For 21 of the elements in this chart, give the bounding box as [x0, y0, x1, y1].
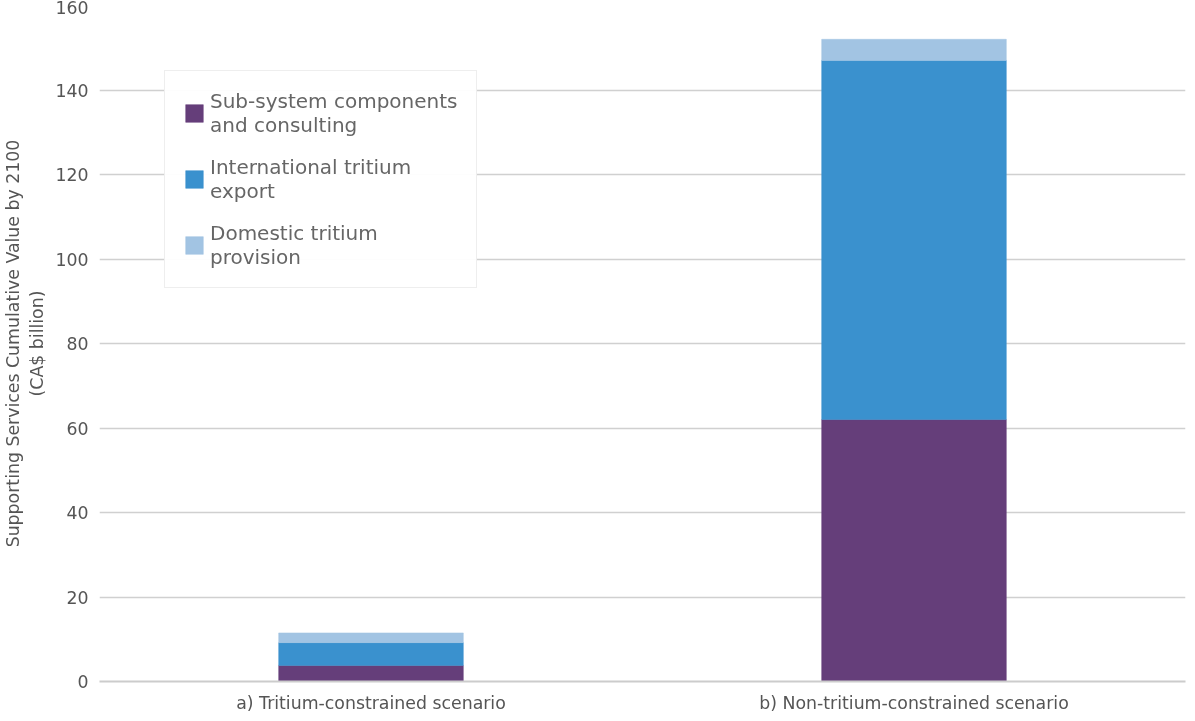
- bar: [821, 39, 1007, 61]
- y-tick-label: 160: [55, 0, 89, 18]
- y-tick-label: 0: [77, 672, 89, 692]
- y-axis-title: Supporting Services Cumulative Value by 2100 (CA$ billion): [3, 139, 48, 548]
- legend-label: Sub-system components and consulting: [210, 89, 458, 137]
- y-tick-label: 20: [66, 587, 89, 608]
- bar: [278, 642, 464, 666]
- bar: [821, 419, 1007, 682]
- x-tick-label: b) Non-tritium-constrained scenario: [759, 692, 1069, 713]
- y-tick-label: 140: [55, 80, 89, 101]
- y-tick-label: 80: [66, 334, 89, 354]
- x-tick-label: a) Tritium-constrained scenario: [236, 692, 506, 713]
- bar: [821, 60, 1007, 420]
- legend-label: Domestic tritium provision: [210, 221, 378, 269]
- y-tick-label: 40: [66, 503, 89, 523]
- legend-label: International tritium export: [210, 155, 412, 203]
- y-tick-label: 60: [66, 418, 89, 439]
- bar: [278, 665, 464, 682]
- y-tick-label: 120: [55, 165, 89, 185]
- y-tick-label: 100: [55, 249, 89, 270]
- bar: [278, 632, 464, 643]
